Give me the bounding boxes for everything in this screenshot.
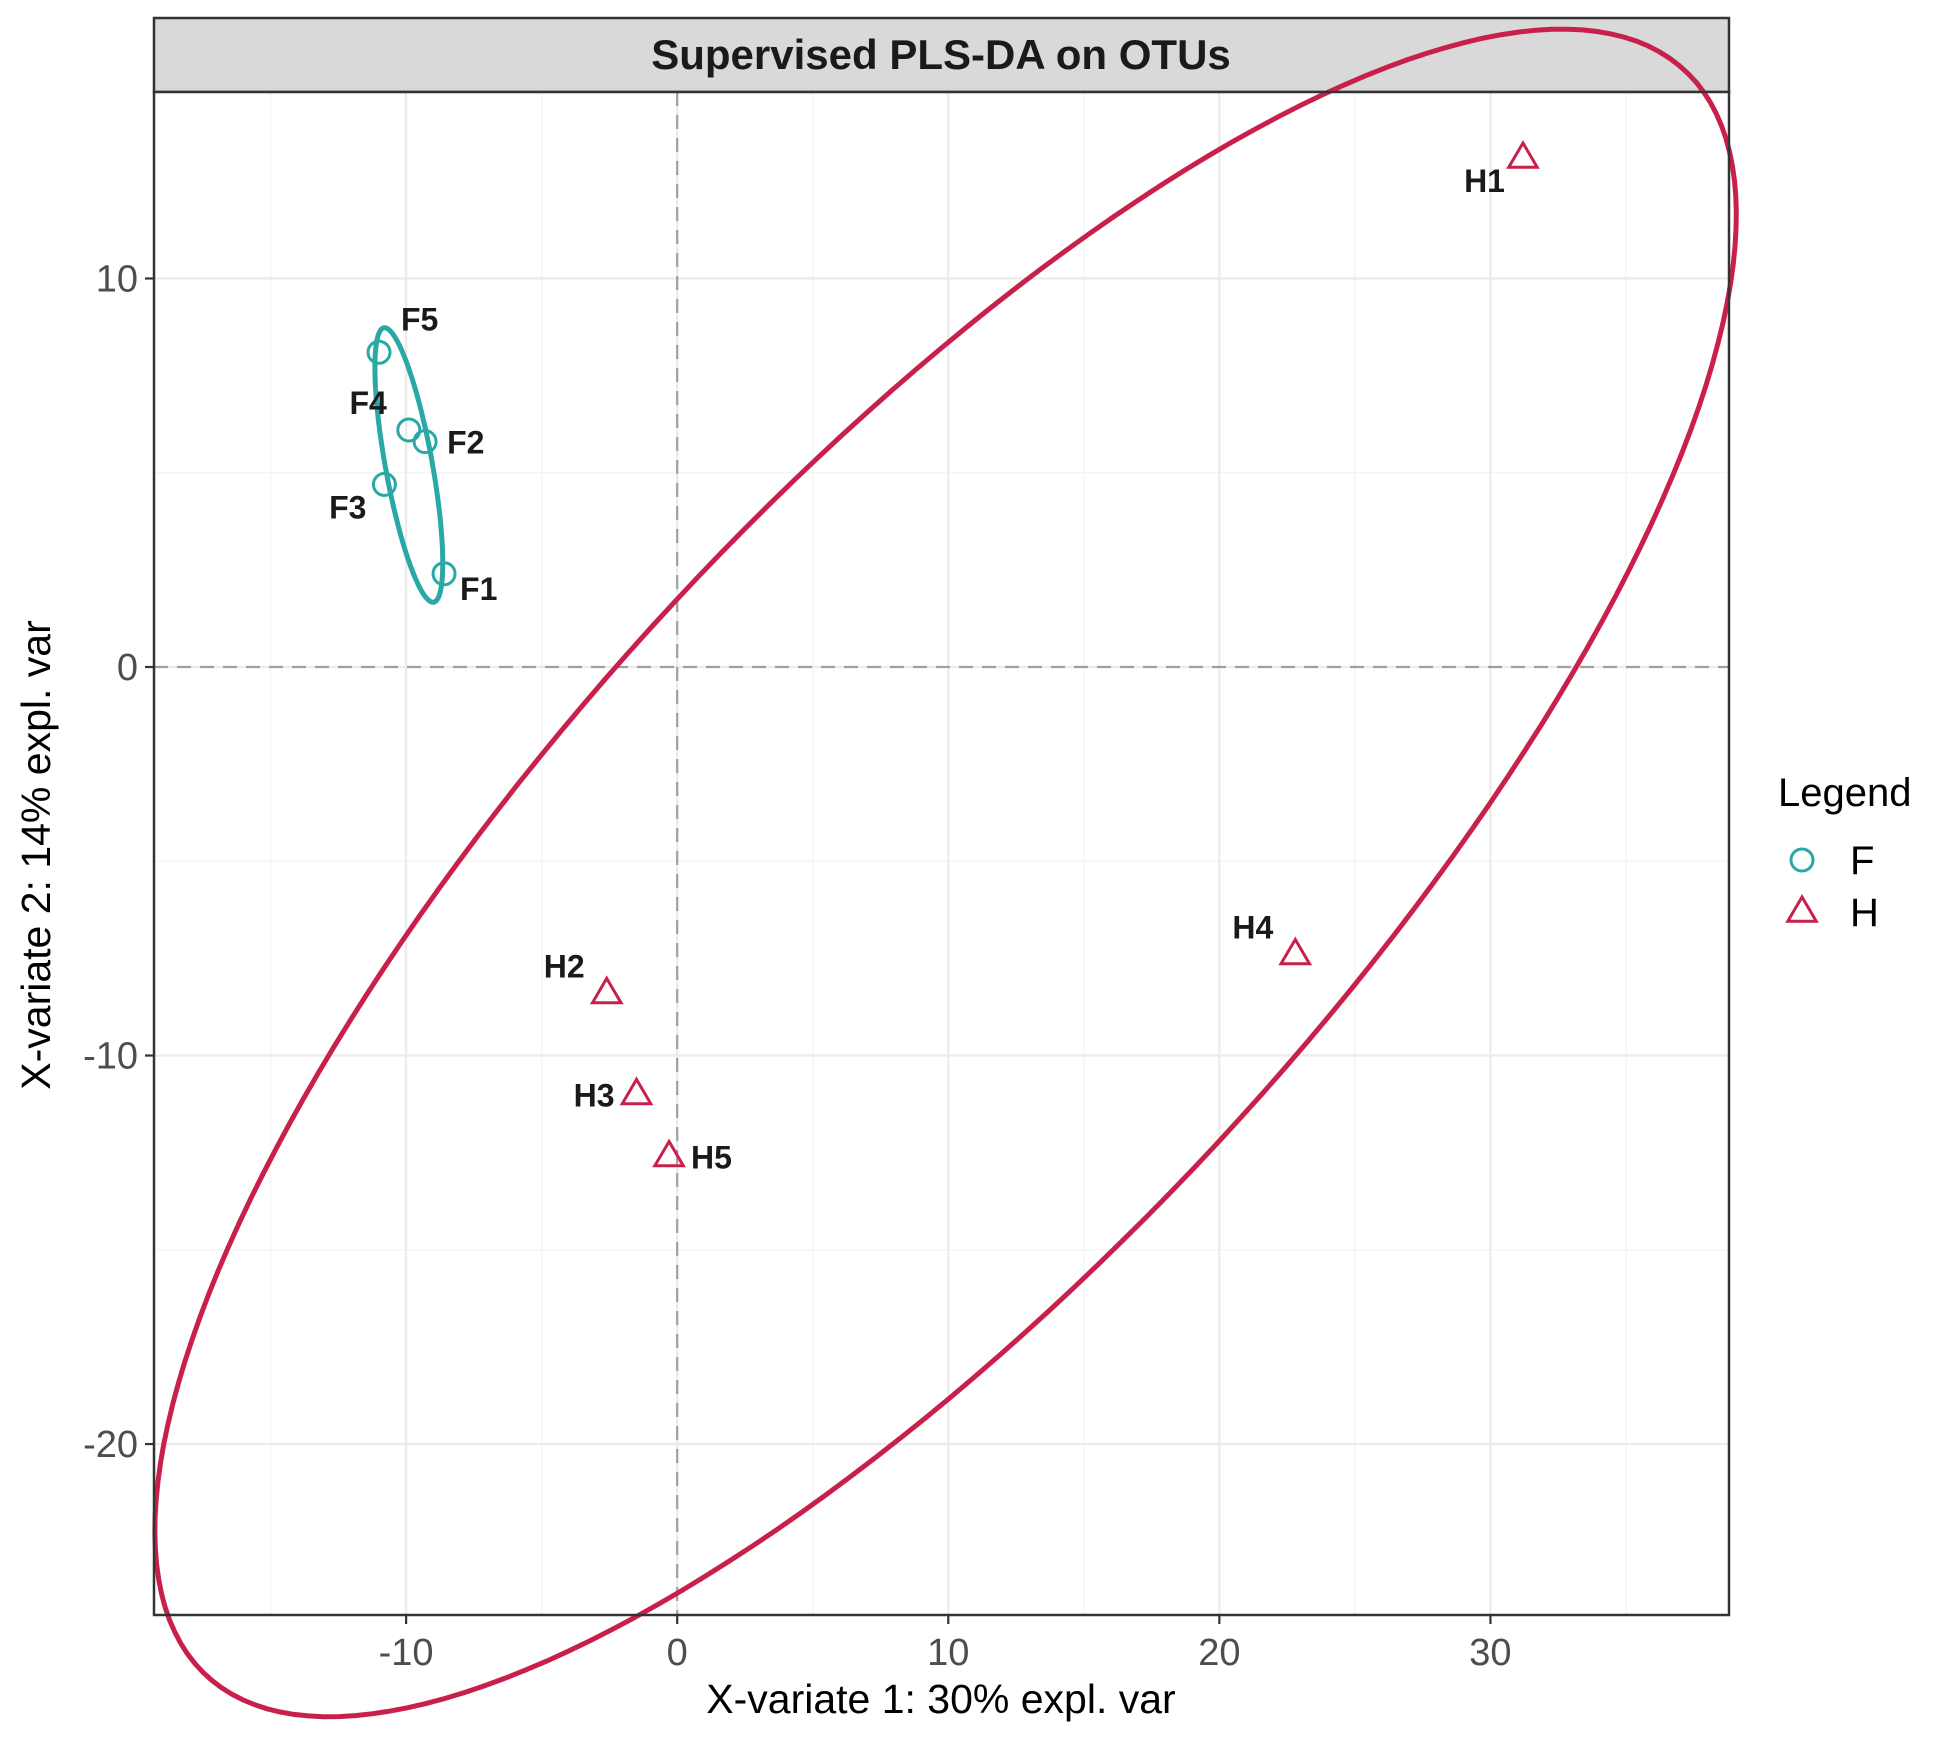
x-tick-label: 0 [667, 1632, 688, 1674]
legend-label-H: H [1850, 891, 1879, 935]
y-axis-title: X-variate 2: 14% expl. var [13, 620, 59, 1089]
y-tick-label: 10 [96, 258, 138, 300]
plot-panel [154, 92, 1729, 1615]
ellipse-H [152, 26, 1739, 1720]
label-F2: F2 [447, 425, 484, 461]
label-H3: H3 [574, 1077, 615, 1113]
legend-title: Legend [1778, 771, 1911, 815]
point-H5 [652, 1138, 686, 1168]
point-labels: F1 F2 F3 F4 F5 H1 H2 H3 H4 H5 [329, 163, 1505, 1175]
point-F3 [371, 471, 397, 497]
x-axis: -10 0 10 20 30 [379, 1615, 1512, 1674]
point-H4 [1278, 936, 1313, 966]
x-tick-label: 10 [927, 1632, 969, 1674]
x-axis-title: X-variate 1: 30% expl. var [706, 1676, 1175, 1722]
x-tick-label: 30 [1469, 1632, 1511, 1674]
label-F3: F3 [329, 489, 366, 525]
x-tick-label: 20 [1198, 1632, 1240, 1674]
ellipse-F [372, 325, 446, 605]
legend-key-H [1785, 894, 1819, 923]
label-H2: H2 [544, 948, 585, 984]
legend-label-F: F [1850, 839, 1874, 883]
label-F4: F4 [349, 385, 387, 421]
legend: Legend FH [1778, 771, 1911, 935]
label-H1: H1 [1464, 163, 1505, 199]
label-F1: F1 [460, 571, 497, 607]
y-tick-label: -10 [83, 1036, 138, 1078]
legend-entries: FH [1785, 839, 1879, 935]
point-F4 [396, 417, 422, 443]
point-H1 [1506, 140, 1540, 169]
y-tick-label: 0 [117, 647, 138, 689]
point-F2 [412, 429, 438, 455]
point-H2 [589, 975, 624, 1005]
legend-key-F [1789, 847, 1815, 873]
chart-title: Supervised PLS-DA on OTUs [651, 31, 1231, 78]
data-points [366, 140, 1540, 1168]
label-H5: H5 [691, 1140, 732, 1176]
label-F5: F5 [401, 301, 438, 337]
x-tick-label: -10 [379, 1632, 434, 1674]
y-axis: -20 -10 0 10 [83, 258, 154, 1466]
title-strip [152, 16, 1731, 94]
point-F5 [366, 339, 392, 365]
point-F1 [431, 561, 457, 587]
point-H3 [619, 1076, 654, 1106]
label-H4: H4 [1232, 910, 1273, 946]
reference-lines [154, 92, 1729, 1615]
y-tick-label: -20 [83, 1424, 138, 1466]
plot-panel-border [152, 90, 1731, 1617]
confidence-ellipses [152, 26, 1739, 1720]
